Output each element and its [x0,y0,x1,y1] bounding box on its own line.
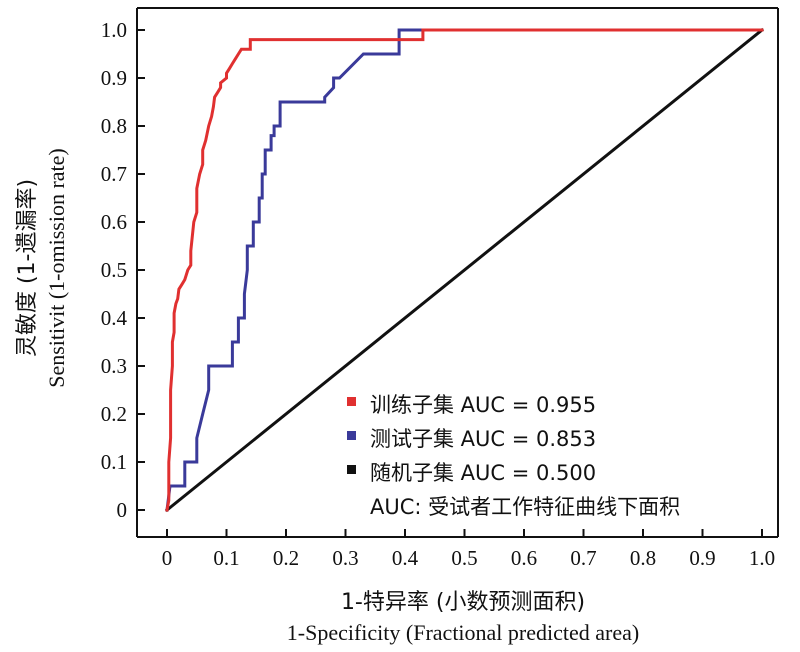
y-tick-label: 0.8 [101,114,127,138]
y-tick-label: 0.9 [101,66,127,90]
x-tick-label: 0 [162,546,173,570]
y-tick-label: 0.2 [101,402,127,426]
y-tick-label: 1.0 [101,18,127,42]
x-tick-label: 0.1 [213,546,239,570]
y-tick-label: 0 [117,498,128,522]
x-axis-title: 1-特异率 (小数预测面积) [341,590,585,615]
y-tick-label: 0.7 [101,162,127,186]
x-tick-label: 0.2 [273,546,299,570]
x-tick-label: 0.3 [332,546,358,570]
x-tick-label: 0.5 [451,546,477,570]
legend: 训练子集 AUC = 0.955 测试子集 AUC = 0.853 随机子集 AUC… [347,393,680,519]
y-ticks: 0 0.1 0.2 0.3 0.4 0.5 0.6 0.7 0.8 0.9 1.0 [101,18,145,522]
y-tick-label: 0.6 [101,210,127,234]
x-tick-label: 0.4 [392,546,419,570]
y-tick-label: 0.4 [101,306,128,330]
legend-note: AUC: 受试者工作特征曲线下面积 [370,495,680,519]
x-tick-label: 0.7 [570,546,596,570]
y-tick-label: 0.5 [101,258,127,282]
y-axis-subtitle: Sensitivit (1-omission rate) [44,148,69,388]
x-axis-subtitle: 1-Specificity (Fractional predicted area… [287,620,639,645]
x-tick-label: 1.0 [749,546,775,570]
x-tick-label: 0.6 [511,546,537,570]
series-line-2 [164,27,765,513]
legend-swatch [347,465,356,474]
x-ticks: 0 0.1 0.2 0.3 0.4 0.5 0.6 0.7 0.8 0.9 1.0 [162,529,775,570]
series-lines [164,27,765,513]
legend-entry: 测试子集 AUC = 0.853 [370,427,596,451]
legend-swatch [347,397,356,406]
y-tick-label: 0.1 [101,450,127,474]
y-tick-label: 0.3 [101,354,127,378]
legend-swatch [347,431,356,440]
axes [136,7,779,538]
x-tick-label: 0.8 [630,546,656,570]
legend-entry: 训练子集 AUC = 0.955 [370,393,596,417]
x-tick-label: 0.9 [689,546,715,570]
series-line-1 [165,28,764,512]
series-line-0 [165,28,764,512]
legend-entry: 随机子集 AUC = 0.500 [370,461,596,485]
y-axis-title: 灵敏度 (1-遗漏率) [15,179,40,357]
